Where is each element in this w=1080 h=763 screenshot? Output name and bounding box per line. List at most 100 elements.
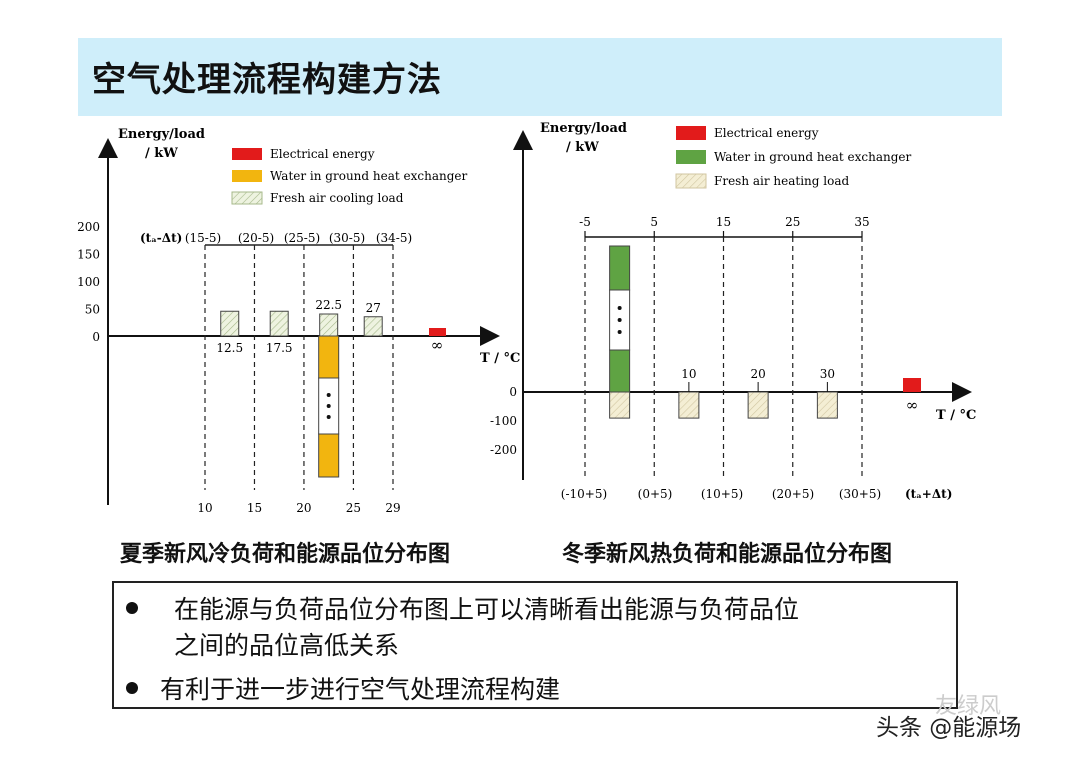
fresh-air-bar (816, 391, 838, 419)
legend: Electrical energy Water in ground heat ex… (231, 147, 468, 205)
winter-chart: Energy/load / kW T / °C 0 -100 -200 -5 5 15 2… (490, 121, 976, 501)
lower-tick-label: 15 (247, 501, 262, 515)
bars: 12.5 17.5 22.5 27 ∞ (216, 298, 446, 478)
y-tick-label: -100 (490, 414, 517, 428)
lower-tick-label: 29 (385, 501, 400, 515)
water-ground-bar-bottom (609, 349, 631, 393)
bars: 10 20 30 ∞ (609, 245, 921, 419)
legend-swatch (231, 191, 263, 205)
infinity-label: ∞ (906, 396, 919, 414)
water-ground-bar-top (318, 335, 340, 379)
y-tick-label: 200 (77, 220, 100, 234)
legend-label: Electrical energy (270, 147, 375, 161)
lower-tick-label: 10 (197, 501, 212, 515)
electrical-energy-bar (903, 378, 921, 392)
bullet-1: 在能源与负荷品位分布图上可以清晰看出能源与负荷品位 (126, 591, 799, 629)
y-axis-label-line2: / kW (145, 146, 178, 161)
bullet-dot-icon (126, 682, 138, 694)
upper-tick-label: 5 (650, 215, 658, 229)
bullet-1-line1: 在能源与负荷品位分布图上可以清晰看出能源与负荷品位 (174, 595, 800, 624)
lower-tick-labels: 10 15 20 25 29 (197, 501, 400, 515)
bar-data-label: 27 (366, 301, 381, 315)
lower-tick-label: (0+5) (638, 487, 673, 501)
water-ground-bar-top (609, 245, 631, 291)
legend-label: Fresh air cooling load (270, 191, 404, 205)
legend-swatch (676, 126, 706, 140)
fresh-air-bar (269, 310, 289, 337)
upper-tick-label: 15 (716, 215, 731, 229)
electrical-energy-bar (429, 328, 446, 336)
legend-label: Electrical energy (714, 126, 819, 140)
legend-swatch (676, 150, 706, 164)
upper-tick-label: (20-5) (238, 231, 274, 245)
bullet-1-cont: 之间的品位高低关系 (174, 627, 399, 665)
upper-tick-labels: -5 5 15 25 35 (579, 215, 869, 229)
lower-tick-label: 25 (346, 501, 361, 515)
upper-tick-label: (15-5) (185, 231, 221, 245)
fresh-air-bar (678, 391, 700, 419)
watermark-brand: 头条 @能源场 (876, 715, 1022, 741)
ellipsis-dot (617, 330, 622, 334)
ellipsis-dot (617, 318, 622, 322)
legend-swatch (232, 148, 262, 160)
lower-tick-labels: (-10+5) (0+5) (10+5) (20+5) (30+5) (tₐ+Δt) (561, 487, 953, 501)
lower-tick-label: (20+5) (772, 487, 814, 501)
y-axis-label-line1: Energy/load (540, 121, 627, 136)
water-ground-bar-bottom (318, 433, 340, 478)
bar-data-label: 17.5 (266, 341, 293, 355)
upper-tick-label: -5 (579, 215, 591, 229)
fresh-air-bar (609, 391, 631, 419)
y-tick-label: 100 (77, 275, 100, 289)
bullet-box: 在能源与负荷品位分布图上可以清晰看出能源与负荷品位 之间的品位高低关系 有利于进… (112, 581, 958, 709)
watermark-faint: 友绿风 (935, 694, 1002, 719)
bullet-2-line1: 有利于进一步进行空气处理流程构建 (160, 675, 561, 704)
ellipsis-dot (326, 393, 331, 397)
y-tick-label: 50 (85, 303, 100, 317)
legend-label: Fresh air heating load (714, 174, 849, 188)
winter-caption: 冬季新风热负荷和能源品位分布图 (562, 542, 893, 567)
y-tick-label: 150 (77, 248, 100, 262)
ellipsis-dot (326, 404, 331, 408)
upper-tick-label: (25-5) (284, 231, 320, 245)
legend-swatch (232, 170, 262, 182)
lower-axis-label: (tₐ+Δt) (905, 487, 952, 501)
page-title: 空气处理流程构建方法 (92, 60, 442, 100)
lower-tick-label: (-10+5) (561, 487, 607, 501)
x-axis-label: T / °C (480, 351, 520, 366)
bar-data-label: 10 (681, 367, 696, 381)
bar-data-label: 30 (820, 367, 835, 381)
upper-tick-label: 35 (854, 215, 869, 229)
y-axis-label-line1: Energy/load (118, 127, 205, 142)
title-bar: 空气处理流程构建方法 (78, 38, 1002, 116)
fresh-air-bar (220, 310, 240, 337)
lower-tick-label: (30+5) (839, 487, 881, 501)
upper-tick-label: (30-5) (329, 231, 365, 245)
fresh-air-bar (747, 391, 769, 419)
dashed-bands (584, 231, 863, 480)
ellipsis-dot (326, 415, 331, 419)
upper-axis-label: (tₐ-Δt) (140, 231, 182, 245)
dashed-bands (204, 244, 394, 490)
infinity-label: ∞ (431, 336, 444, 354)
upper-tick-label: (34-5) (376, 231, 412, 245)
fresh-air-bar (319, 313, 339, 337)
lower-tick-label: (10+5) (701, 487, 743, 501)
bullet-2: 有利于进一步进行空气处理流程构建 (126, 671, 560, 709)
bullet-dot-icon (126, 602, 138, 614)
lower-tick-label: 20 (296, 501, 311, 515)
summer-caption: 夏季新风冷负荷和能源品位分布图 (120, 542, 451, 567)
bar-data-label: 12.5 (216, 341, 243, 355)
y-tick-label: -200 (490, 443, 517, 457)
y-tick-labels: 200 150 100 50 0 (77, 220, 100, 344)
legend-swatch (675, 173, 707, 189)
ellipsis-dot (617, 306, 622, 310)
upper-tick-label: 25 (785, 215, 800, 229)
bullet-1-line2: 之间的品位高低关系 (174, 631, 400, 660)
y-tick-label: 0 (509, 385, 517, 399)
upper-tick-labels: (tₐ-Δt) (15-5) (20-5) (25-5) (30-5) (34-5) (140, 231, 412, 245)
legend: Electrical energy Water in ground heat ex… (675, 126, 912, 189)
y-tick-label: 0 (92, 330, 100, 344)
y-tick-labels: 0 -100 -200 (490, 385, 517, 457)
